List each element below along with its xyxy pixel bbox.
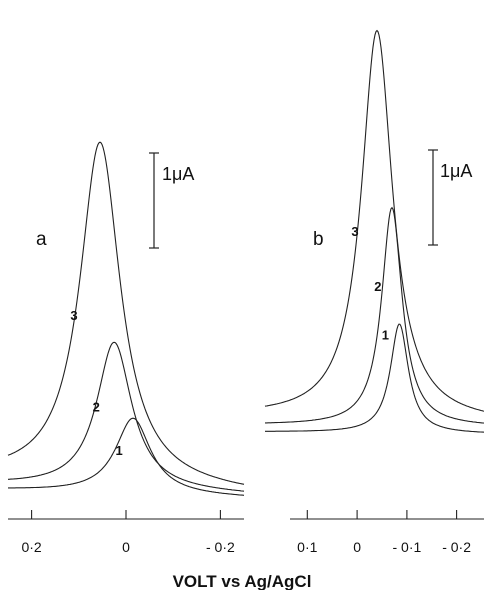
panel-a-curve-1 [8,417,245,496]
panel-b-ticks [306,510,458,519]
panel-b-tick-labels: 0·1 0 - 0·1 - 0·2 [297,539,471,555]
panel-a-tick-label: 0·2 [21,539,41,555]
panel-b-tick-label: - 0·2 [442,539,471,555]
panel-b-curve-labels: 1 2 3 [351,224,389,343]
panel-a-curve-label-3: 3 [70,308,77,323]
panel-b-curve-3 [264,29,484,412]
panel-b-scale-bar [428,149,438,246]
panel-a-scale-bar [149,152,159,249]
panel-b: 1 2 3 b 1μA 0·1 0 - 0·1 - 0·2 [264,29,484,555]
panel-b-curve-label-2: 2 [374,279,381,294]
panel-a-tick-labels: 0·2 0 - 0·2 [21,539,235,555]
panel-b-tick-label: 0·1 [297,539,317,555]
panel-a-ticks [31,510,221,519]
x-axis-title: VOLT vs Ag/AgCl [173,572,312,590]
panel-a-curve-labels: 1 2 3 [70,308,122,458]
panel-a-curve-2 [8,341,245,492]
panel-b-curve-2 [265,206,484,424]
panel-b-tick-label: 0 [353,539,361,555]
panel-b-tick-label: - 0·1 [393,539,422,555]
panel-b-curve-1 [265,323,484,433]
panel-b-curve-label-3: 3 [351,224,358,239]
panel-a-tick-label: 0 [122,539,130,555]
panel-a-curve-label-2: 2 [93,400,100,415]
panel-a-scale-bar-label: 1μA [162,164,194,184]
panel-b-curves [264,29,484,433]
panel-a-curves [7,141,245,496]
panel-a-curve-3 [7,141,245,485]
panel-b-curve-label-1: 1 [382,328,389,343]
panel-a-curve-label-1: 1 [115,443,122,458]
panel-a: 1 2 3 a 1μA 0·2 0 - 0·2 [7,141,245,555]
panel-b-scale-bar-label: 1μA [440,161,472,181]
panel-a-label: a [36,229,47,250]
panel-b-label: b [313,229,324,250]
panel-a-tick-label: - 0·2 [206,539,235,555]
